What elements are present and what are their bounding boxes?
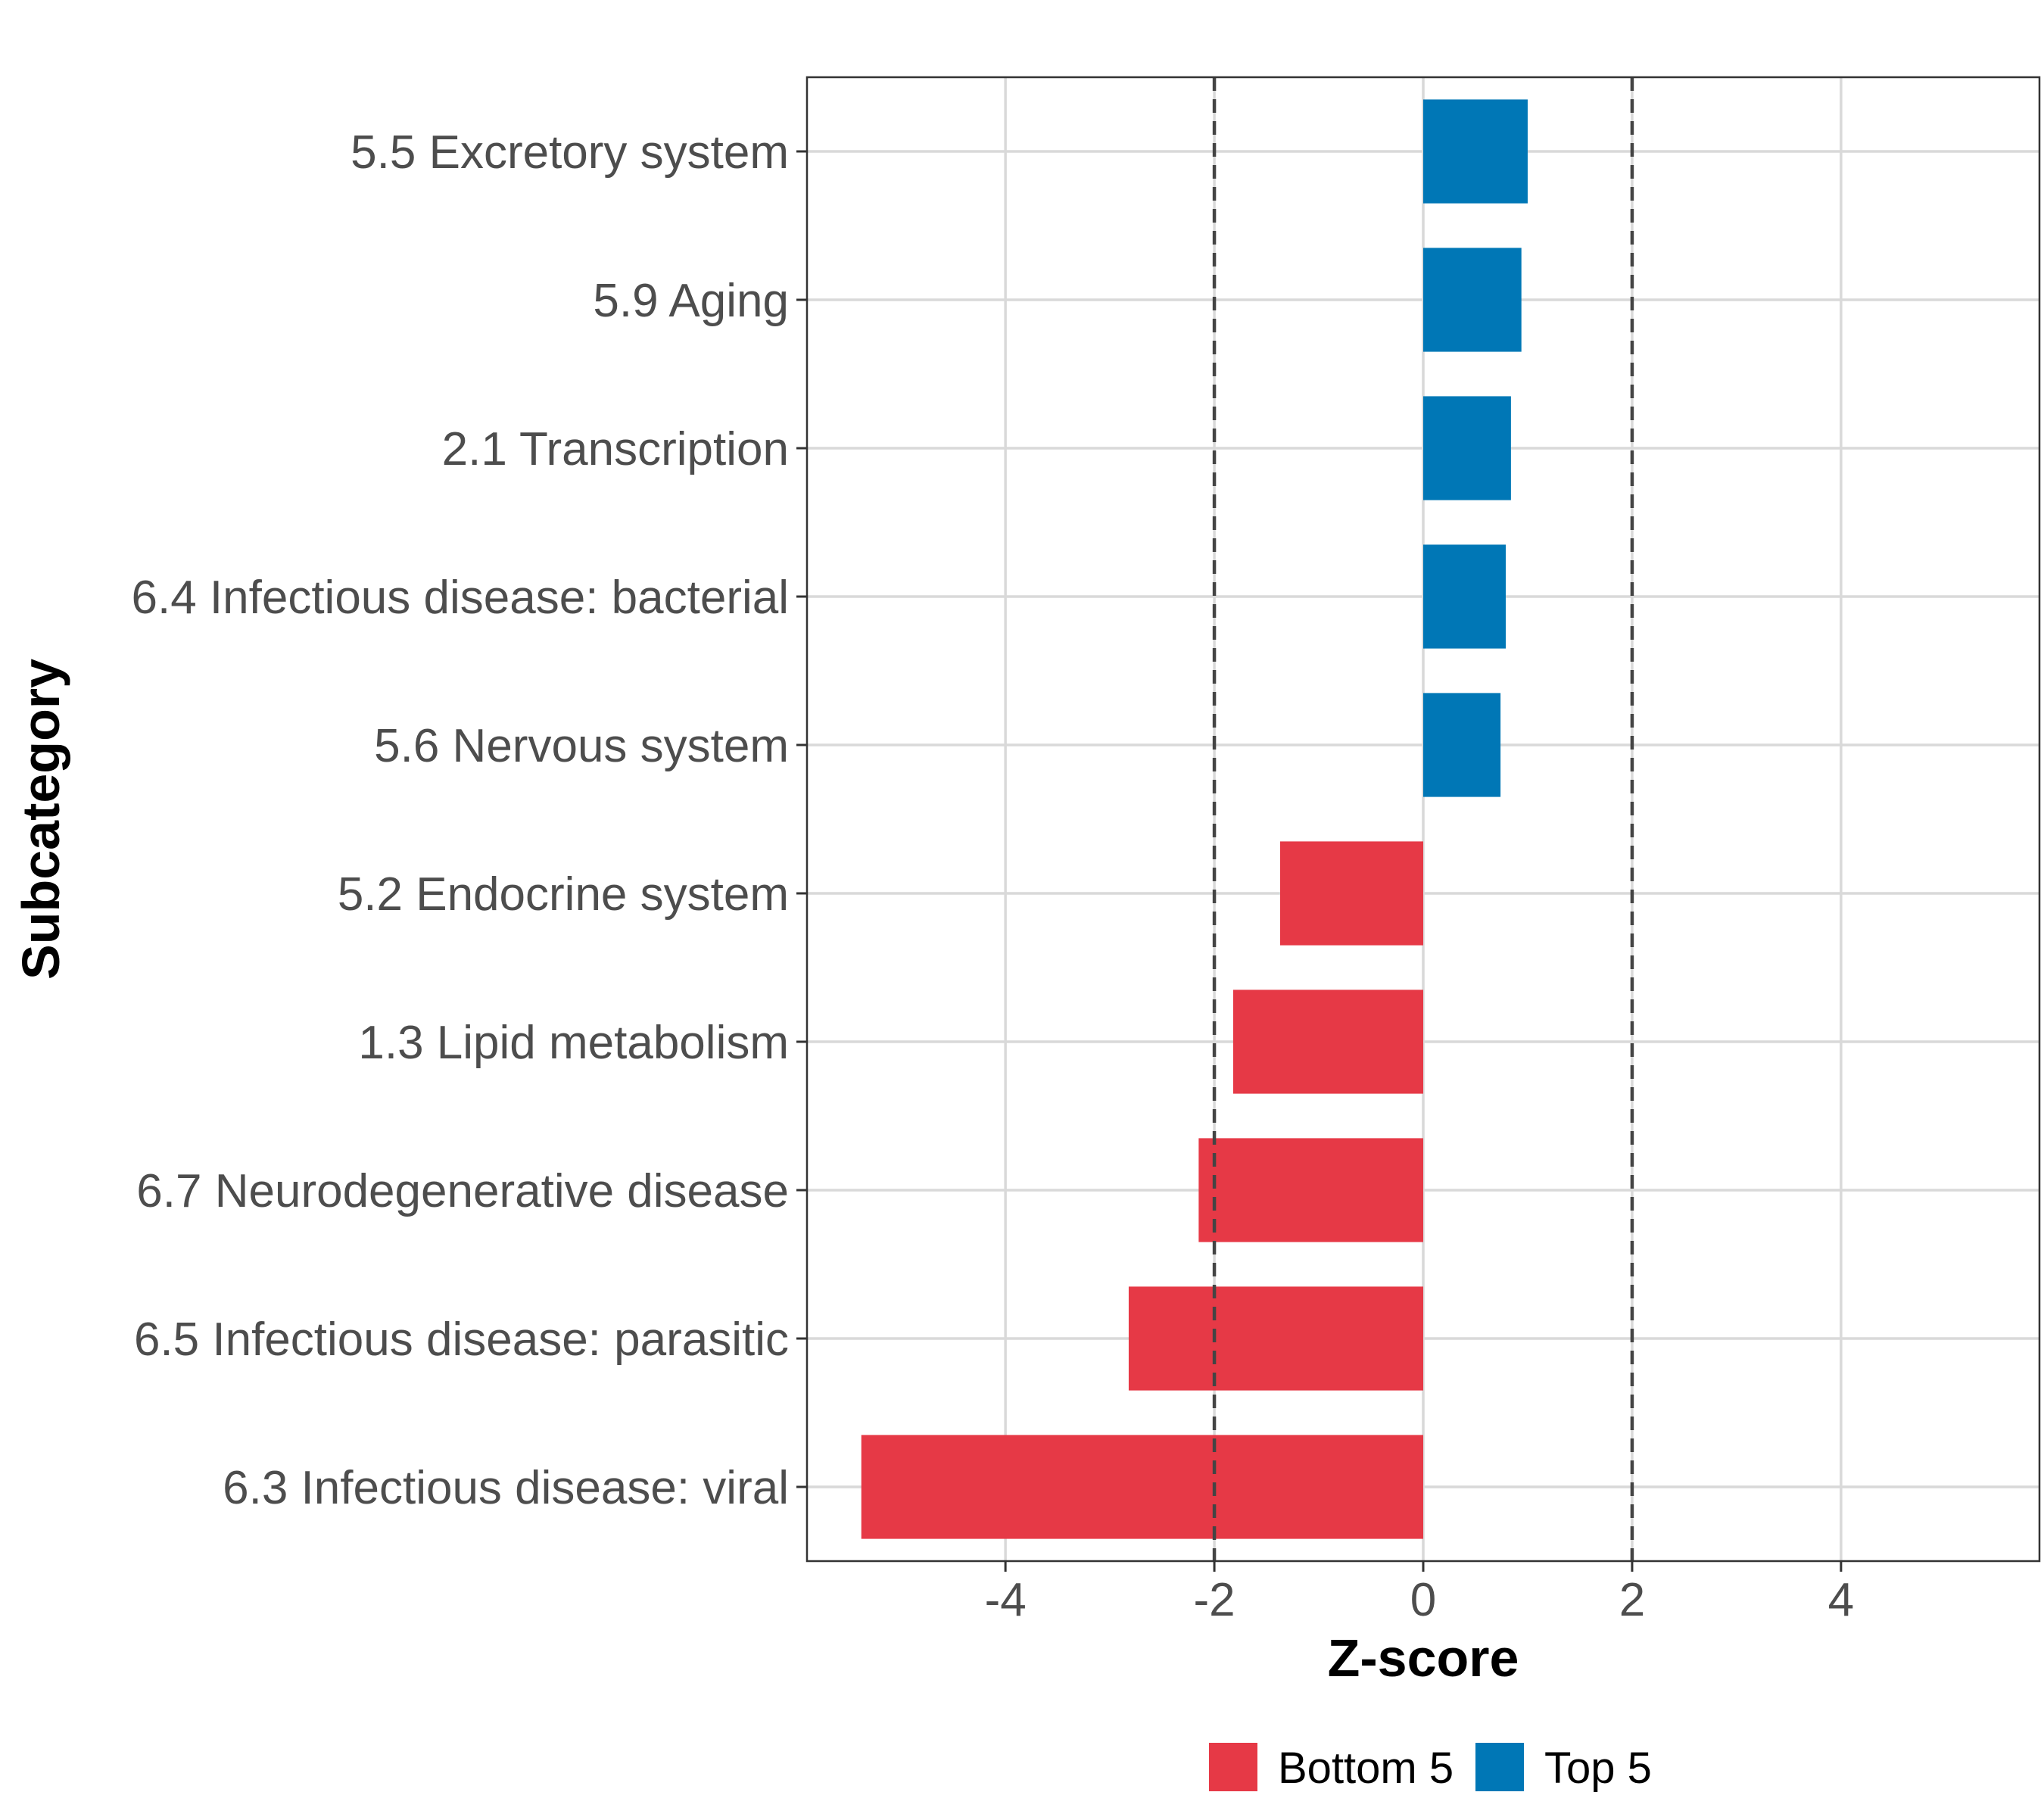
bar-2-1-transcription: [1423, 396, 1511, 500]
bar-5-2-endocrine-system: [1279, 841, 1423, 946]
legend-label-top-5: Top 5: [1544, 1744, 1652, 1793]
y-tick-label-1-3-lipid-metabolism: 1.3 Lipid metabolism: [358, 1017, 789, 1069]
x-tick-label-4: 4: [1828, 1574, 1854, 1626]
x-tick-label--2: -2: [1193, 1574, 1235, 1626]
y-tick-label-6-5-infectious-disease-parasitic: 6.5 Infectious disease: parasitic: [134, 1314, 789, 1366]
reference-lines: [1212, 77, 1634, 1561]
bar-6-7-neurodegenerative-disease: [1198, 1138, 1423, 1242]
y-tick-label-6-3-infectious-disease-viral: 6.3 Infectious disease: viral: [223, 1462, 789, 1514]
legend: Bottom 5 Top 5: [1209, 1743, 1652, 1793]
bar-5-9-aging: [1423, 248, 1522, 352]
bar-5-6-nervous-system: [1423, 693, 1501, 797]
y-tick-label-5-6-nervous-system: 5.6 Nervous system: [374, 720, 789, 772]
bar-6-5-infectious-disease-parasitic: [1128, 1286, 1423, 1391]
legend-label-bottom-5: Bottom 5: [1278, 1744, 1454, 1793]
legend-key-bottom-5: [1209, 1743, 1257, 1791]
x-tick-label--4: -4: [985, 1574, 1027, 1626]
bar-6-3-infectious-disease-viral: [861, 1435, 1423, 1539]
y-axis-title: Subcategory: [11, 659, 70, 980]
y-tick-label-5-2-endocrine-system: 5.2 Endocrine system: [338, 868, 789, 921]
y-tick-label-5-5-excretory-system: 5.5 Excretory system: [351, 126, 789, 179]
y-tick-label-5-9-aging: 5.9 Aging: [593, 275, 789, 327]
x-axis-title: Z-score: [1328, 1628, 1519, 1688]
y-tick-label-2-1-transcription: 2.1 Transcription: [442, 423, 789, 475]
x-tick-label-2: 2: [1619, 1574, 1645, 1626]
y-tick-label-6-7-neurodegenerative-disease: 6.7 Neurodegenerative disease: [136, 1165, 789, 1217]
bar-6-4-infectious-disease-bacterial: [1423, 544, 1506, 649]
x-tick-label-0: 0: [1410, 1574, 1436, 1626]
legend-key-top-5: [1475, 1743, 1524, 1791]
x-axis: -4 -2 0 2 4: [985, 1561, 1854, 1626]
bar-1-3-lipid-metabolism: [1232, 990, 1423, 1094]
bar-5-5-excretory-system: [1423, 99, 1528, 204]
y-tick-label-6-4-infectious-disease-bacterial: 6.4 Infectious disease: bacterial: [131, 572, 789, 624]
y-axis: 5.5 Excretory system 5.9 Aging 2.1 Transcr…: [131, 126, 807, 1514]
bars: [861, 99, 1528, 1539]
